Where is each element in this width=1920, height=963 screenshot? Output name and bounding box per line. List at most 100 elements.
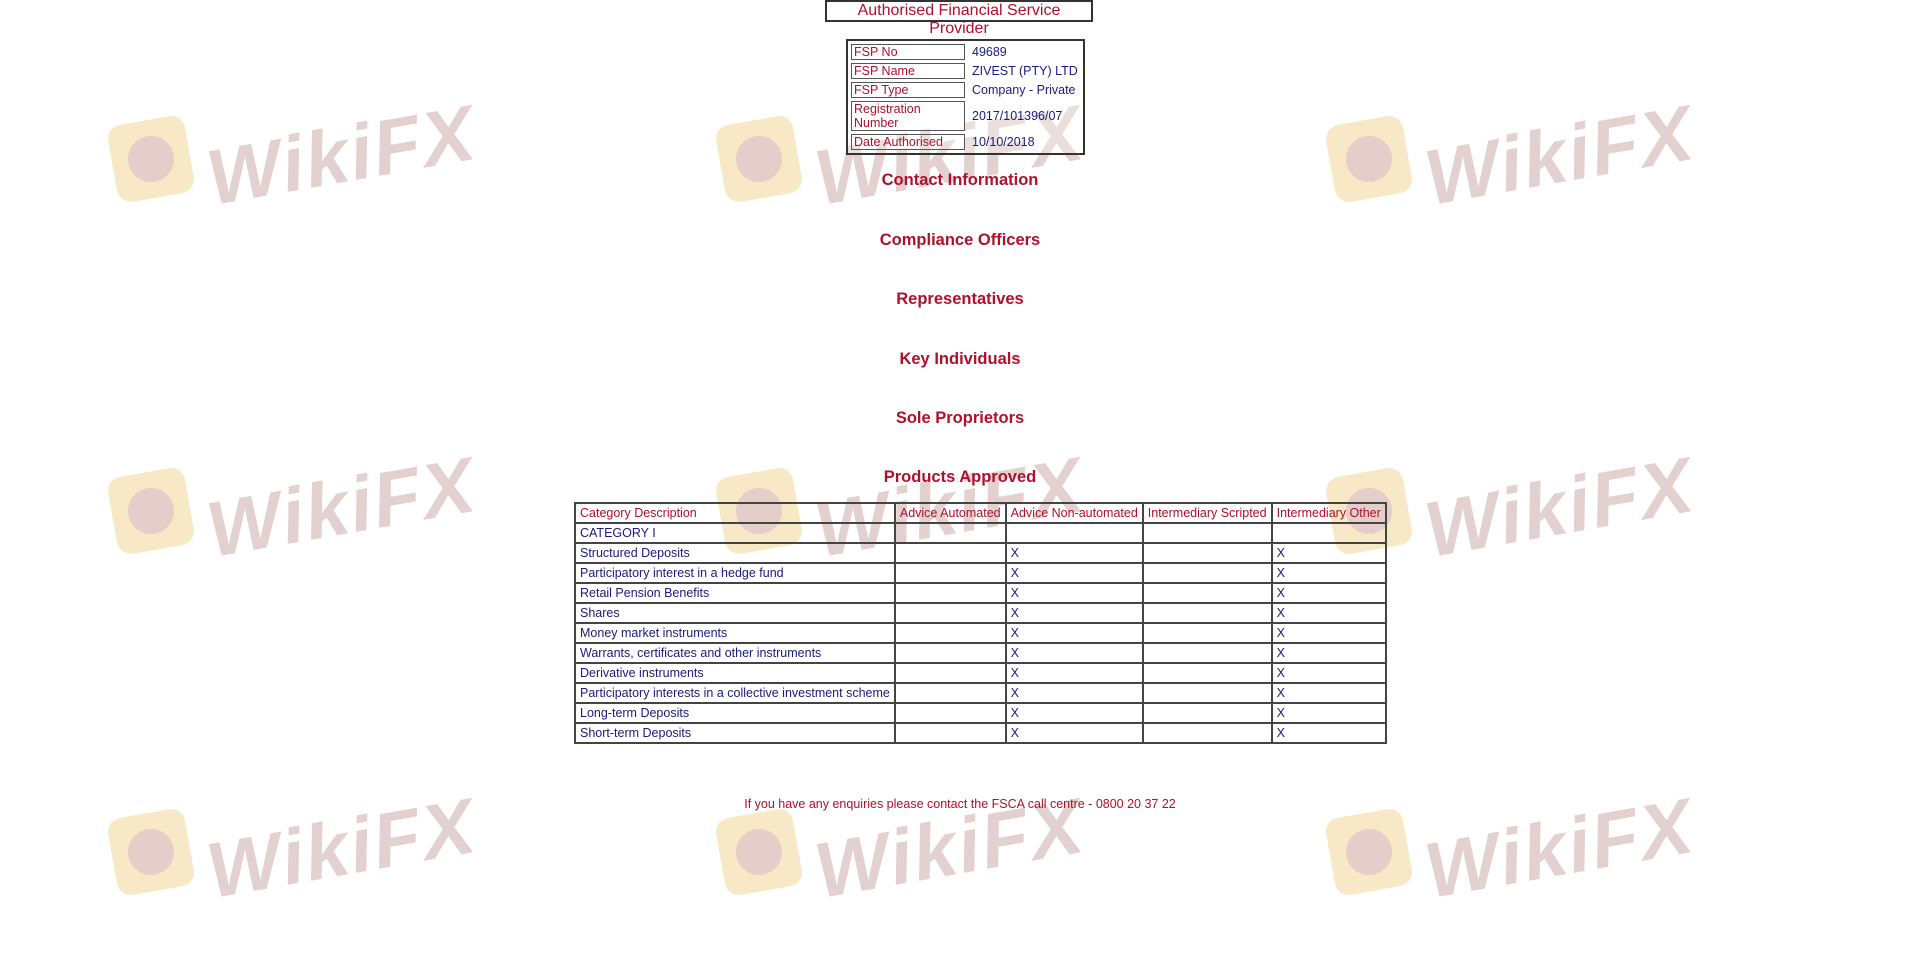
product-cell: X [1270,622,1387,644]
product-cell: X [1270,582,1387,604]
category-cell: Structured Deposits [574,542,896,564]
fsp-value: 49689 [972,45,1007,59]
watermark-text: WikiFX [200,440,483,574]
product-cell [1141,582,1273,604]
fsp-value: 2017/101396/07 [972,109,1063,123]
watermark-text: WikiFX [200,88,483,222]
section-heading-key-individuals[interactable]: Key Individuals [899,350,1021,368]
column-header: Advice Non-automated [1004,502,1144,524]
page-title: Authorised Financial Service Provider [825,0,1093,37]
category-cell: Participatory interest in a hedge fund [574,562,896,584]
product-cell: X [1004,622,1144,644]
products-approved-table: Category Description Advice Automated Advi… [574,502,1387,744]
column-header: Intermediary Other [1270,502,1387,524]
product-cell: X [1270,562,1387,584]
product-cell [1141,602,1273,624]
category-cell: Warrants, certificates and other instrum… [574,642,896,664]
category-cell: CATEGORY I [574,522,896,544]
product-cell [1141,682,1273,704]
fsp-details-table: FSP No 49689 FSP Name ZIVEST (PTY) LTD FSP T… [846,39,1085,155]
table-row: Participatory interest in a hedge fund X X [574,562,1387,584]
product-cell [1270,522,1387,544]
fsp-value: Company - Private [972,83,1076,97]
product-cell: X [1004,702,1144,724]
category-cell: Derivative instruments [574,662,896,684]
watermark-text: WikiFX [1418,440,1701,574]
product-cell [893,642,1007,664]
product-cell [893,522,1007,544]
wikifx-logo-icon [1323,806,1415,898]
product-cell: X [1004,582,1144,604]
table-row: Retail Pension Benefits X X [574,582,1387,604]
product-cell [1141,562,1273,584]
wikifx-watermark: WikiFX [105,781,483,915]
product-cell [893,562,1007,584]
table-row: Long-term Deposits X X [574,702,1387,724]
table-row: Short-term Deposits X X [574,722,1387,744]
fsp-value: ZIVEST (PTY) LTD [972,64,1078,78]
product-cell [893,702,1007,724]
product-cell: X [1270,682,1387,704]
fsp-row: Registration Number 2017/101396/07 [851,101,1080,131]
product-cell: X [1270,702,1387,724]
table-row: Shares X X [574,602,1387,624]
product-cell: X [1004,682,1144,704]
product-cell [893,682,1007,704]
product-cell [893,602,1007,624]
category-cell: Short-term Deposits [574,722,896,744]
table-row: Structured Deposits X X [574,542,1387,564]
category-cell: Long-term Deposits [574,702,896,724]
product-cell: X [1270,542,1387,564]
product-cell [1141,542,1273,564]
product-cell [1141,702,1273,724]
product-cell [1141,642,1273,664]
section-heading-representatives[interactable]: Representatives [896,290,1024,308]
product-cell [1004,522,1144,544]
fsp-label: Registration Number [851,101,965,131]
table-row: Participatory interests in a collective … [574,682,1387,704]
wikifx-logo-icon [1323,113,1415,205]
product-cell: X [1270,662,1387,684]
column-header: Category Description [574,502,896,524]
product-cell [1141,662,1273,684]
product-cell: X [1004,542,1144,564]
table-row: Warrants, certificates and other instrum… [574,642,1387,664]
fsp-row: FSP Type Company - Private [851,82,1080,98]
watermark-text: WikiFX [1418,88,1701,222]
wikifx-logo-icon [105,806,197,898]
product-cell [1141,622,1273,644]
product-cell [893,662,1007,684]
category-cell: Participatory interests in a collective … [574,682,896,704]
section-heading-sole-proprietors[interactable]: Sole Proprietors [895,409,1025,427]
wikifx-watermark: WikiFX [1323,781,1701,915]
product-cell: X [1270,722,1387,744]
fsp-row: FSP Name ZIVEST (PTY) LTD [851,63,1080,79]
product-cell [893,622,1007,644]
section-heading-products-approved[interactable]: Products Approved [883,468,1037,486]
section-heading-contact-information[interactable]: Contact Information [881,171,1039,189]
product-cell: X [1270,642,1387,664]
product-cell [893,582,1007,604]
category-cell: Retail Pension Benefits [574,582,896,604]
product-cell: X [1004,562,1144,584]
product-cell [893,542,1007,564]
wikifx-logo-icon [105,113,197,205]
product-cell [1141,522,1273,544]
section-heading-compliance-officers[interactable]: Compliance Officers [879,231,1041,249]
wikifx-watermark: WikiFX [713,781,1091,915]
table-row: Money market instruments X X [574,622,1387,644]
fsp-label: Date Authorised [851,134,965,150]
product-cell: X [1004,722,1144,744]
product-cell: X [1004,602,1144,624]
fsp-label: FSP Name [851,63,965,79]
table-row: Derivative instruments X X [574,662,1387,684]
product-cell: X [1004,662,1144,684]
fsp-row: FSP No 49689 [851,44,1080,60]
wikifx-logo-icon [713,806,805,898]
column-header: Intermediary Scripted [1141,502,1273,524]
category-cell: Money market instruments [574,622,896,644]
category-cell: Shares [574,602,896,624]
fsp-label: FSP No [851,44,965,60]
product-cell: X [1270,602,1387,624]
product-cell [893,722,1007,744]
